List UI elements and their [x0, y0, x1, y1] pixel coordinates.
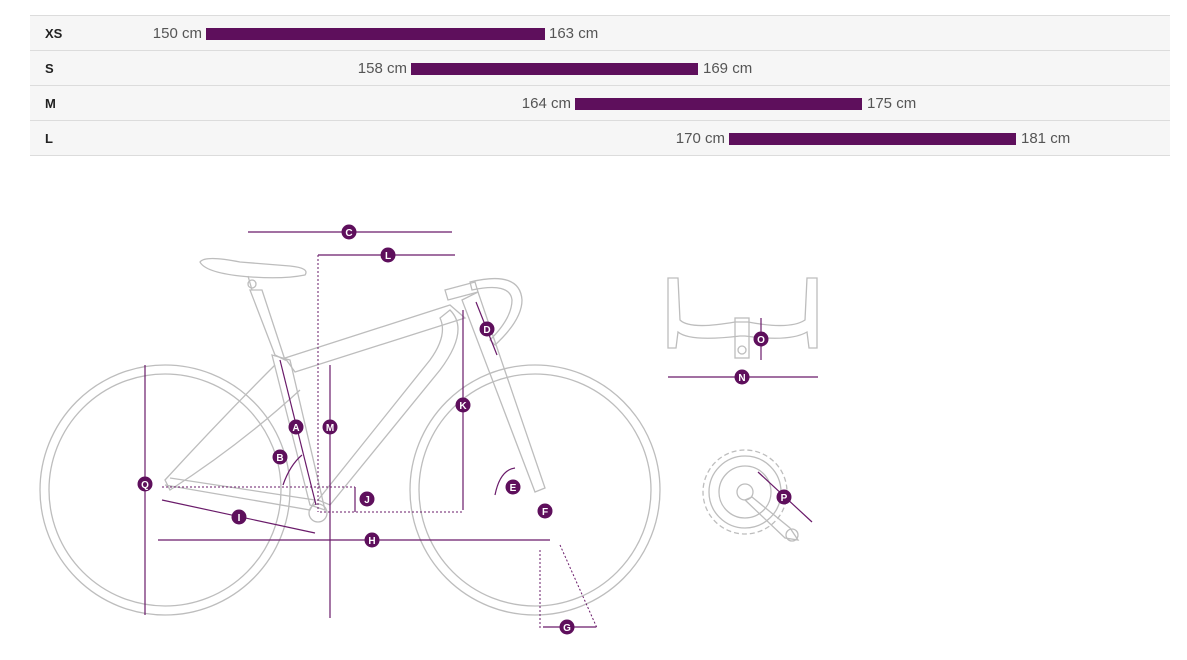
- range-max: 175 cm: [867, 95, 917, 112]
- handlebar-illustration: [667, 277, 818, 359]
- label-k-badge: K: [455, 397, 471, 413]
- svg-text:M: M: [326, 423, 334, 434]
- size-label: L: [45, 131, 53, 146]
- label-c-badge: C: [341, 224, 357, 240]
- svg-text:I: I: [238, 513, 241, 524]
- size-label: S: [45, 61, 54, 76]
- svg-text:O: O: [757, 335, 765, 346]
- svg-text:K: K: [459, 401, 467, 412]
- svg-text:E: E: [510, 483, 517, 494]
- svg-text:B: B: [276, 453, 283, 464]
- range-bar: [575, 98, 862, 110]
- label-n-badge: N: [734, 369, 750, 385]
- svg-text:F: F: [542, 507, 548, 518]
- svg-text:L: L: [385, 251, 391, 262]
- svg-text:P: P: [781, 493, 788, 504]
- label-l-badge: L: [380, 247, 396, 263]
- size-chart: XS 150 cm 163 cm S 158 cm 169 cm M 164 c…: [30, 15, 1170, 156]
- label-q-badge: Q: [137, 476, 153, 492]
- svg-text:A: A: [292, 423, 299, 434]
- label-e-badge: E: [505, 479, 521, 495]
- label-o-badge: O: [753, 331, 769, 347]
- size-label: XS: [45, 26, 63, 41]
- range-min: 164 cm: [521, 95, 571, 112]
- label-a-badge: A: [288, 419, 304, 435]
- label-f-badge: F: [537, 503, 553, 519]
- size-row-l: L 170 cm 181 cm: [30, 120, 1170, 156]
- size-label: M: [45, 96, 56, 111]
- range-max: 181 cm: [1021, 130, 1071, 147]
- svg-text:G: G: [563, 623, 571, 634]
- range-bar: [206, 28, 545, 40]
- svg-text:H: H: [368, 536, 375, 547]
- range-max: 163 cm: [549, 25, 599, 42]
- range-max: 169 cm: [703, 60, 753, 77]
- label-b-badge: B: [272, 449, 288, 465]
- range-bar: [729, 133, 1016, 145]
- size-row-m: M 164 cm 175 cm: [30, 85, 1170, 120]
- svg-text:C: C: [345, 228, 352, 239]
- range-bar: [411, 63, 698, 75]
- range-min: 170 cm: [675, 130, 725, 147]
- size-row-xs: XS 150 cm 163 cm: [30, 15, 1170, 50]
- svg-text:Q: Q: [141, 480, 149, 491]
- size-row-s: S 158 cm 169 cm: [30, 50, 1170, 85]
- measurement-lines: [144, 231, 818, 629]
- label-d-badge: D: [479, 321, 495, 337]
- label-g-badge: G: [559, 619, 575, 635]
- range-min: 150 cm: [152, 25, 202, 42]
- svg-text:N: N: [738, 373, 745, 384]
- label-i-badge: I: [231, 509, 247, 525]
- bike-illustration: [39, 257, 661, 616]
- label-m-badge: M: [322, 419, 338, 435]
- svg-text:J: J: [364, 495, 370, 506]
- crankset-illustration: [702, 449, 800, 542]
- svg-text:D: D: [483, 325, 490, 336]
- label-j-badge: J: [359, 491, 375, 507]
- label-p-badge: P: [776, 489, 792, 505]
- range-min: 158 cm: [357, 60, 407, 77]
- geometry-diagram: A B C D E F G H I J K L M N O P Q: [39, 224, 818, 635]
- label-h-badge: H: [364, 532, 380, 548]
